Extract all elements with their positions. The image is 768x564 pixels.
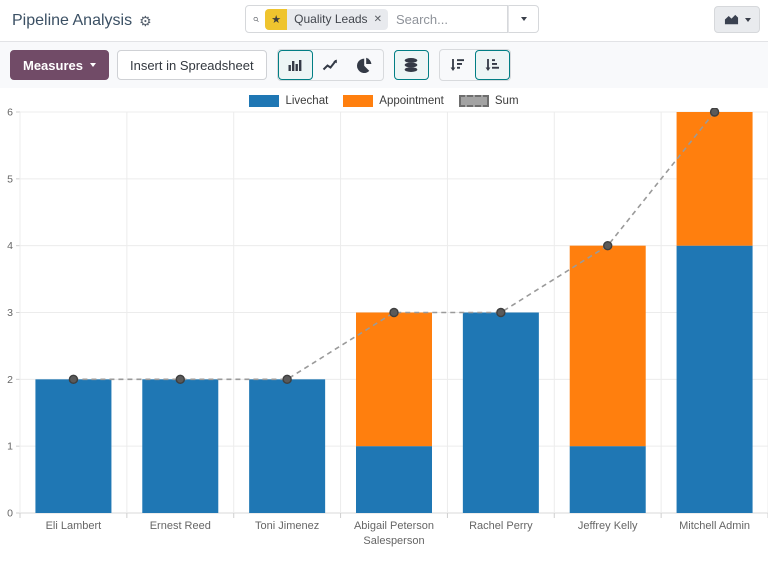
bar-chart-icon [288,60,302,71]
search-icon [253,16,259,22]
sum-marker[interactable] [709,108,720,117]
measures-button[interactable]: Measures [10,50,109,80]
x-category-label: Mitchell Admin [679,520,750,532]
chevron-down-icon [520,17,527,21]
sum-marker[interactable] [282,374,292,385]
pipeline-chart[interactable]: 0 1 2 3 4 5 6 Eli Lambert Ernest Reed Toni Jimene… [0,108,768,564]
search-dropdown-toggle[interactable] [508,5,539,33]
x-category-label: Rachel Perry [469,520,533,532]
facet-close-icon[interactable]: ✕ [373,13,382,25]
legend-item-appointment[interactable]: Appointment [343,94,444,107]
bar-segment[interactable] [35,379,112,513]
sum-marker[interactable] [389,307,399,318]
search-facet[interactable]: ★ Quality Leads ✕ [265,8,388,30]
insert-in-spreadsheet-button[interactable]: Insert in Spreadsheet [116,50,267,80]
pie-chart-icon [357,57,372,73]
x-category-label: Abigail Peterson [354,520,434,532]
legend-label: Appointment [379,94,444,107]
stack-icon [404,58,418,72]
view-switcher-button[interactable] [714,6,760,33]
title-area: Pipeline Analysis ⚙ [12,0,152,41]
bar-segment[interactable] [569,446,646,513]
sort-group [438,49,511,81]
sort-ascending-icon [485,59,500,71]
header: Pipeline Analysis ⚙ ★ Quality Leads ✕ [0,0,768,42]
y-tick-label: 1 [7,441,13,453]
chevron-down-icon [89,63,96,67]
measures-label: Measures [23,57,83,73]
line-chart-icon [322,59,337,71]
chart-section: Livechat Appointment Sum 0 1 2 3 4 5 6 Eli Lamb… [0,88,768,564]
legend-item-livechat[interactable]: Livechat [249,94,329,107]
search-input[interactable] [393,10,500,28]
star-icon: ★ [265,8,288,30]
y-tick-label: 3 [7,307,13,319]
sort-ascending-button[interactable] [474,50,510,80]
bar-segment[interactable] [142,379,219,513]
y-tick-label: 6 [7,108,13,119]
bar-segment[interactable] [249,379,326,513]
line-chart-button[interactable] [313,50,348,80]
sum-marker[interactable] [175,374,185,385]
stacked-toggle-button[interactable] [393,50,429,80]
bar-segment[interactable] [676,112,753,246]
insert-label: Insert in Spreadsheet [129,57,254,73]
x-axis-title: Salesperson [363,535,424,547]
search-input-area[interactable]: ★ Quality Leads ✕ [245,5,508,33]
y-tick-label: 2 [7,374,13,386]
legend-label: Livechat [285,94,329,107]
chart-legend: Livechat Appointment Sum [0,88,768,108]
sort-descending-button[interactable] [440,50,475,80]
pie-chart-button[interactable] [348,50,383,80]
facet-label: Quality Leads [294,12,368,26]
bar-segment[interactable] [569,245,646,447]
area-chart-icon [724,14,739,25]
sort-descending-icon [450,59,465,71]
chart-type-group [276,49,384,81]
x-category-label: Jeffrey Kelly [578,520,638,532]
gear-icon[interactable]: ⚙ [139,12,152,29]
bar-segment[interactable] [462,312,539,514]
x-category-label: Eli Lambert [46,520,102,532]
toolbar: Measures Insert in Spreadsheet [0,42,768,88]
bar-segment[interactable] [676,245,753,513]
legend-swatch-appointment [343,94,374,107]
search-bar: ★ Quality Leads ✕ [245,5,539,33]
bar-chart-button[interactable] [277,50,313,80]
sum-marker[interactable] [603,240,613,251]
bar-segment[interactable] [356,446,432,513]
x-category-label: Toni Jimenez [255,520,319,532]
page-title: Pipeline Analysis [12,11,133,29]
sum-marker[interactable] [68,374,79,385]
y-tick-label: 0 [7,508,13,520]
y-tick-label: 4 [7,240,13,252]
chevron-down-icon [745,17,751,22]
bar-segment[interactable] [356,312,432,447]
legend-label: Sum [494,94,519,107]
legend-item-sum[interactable]: Sum [458,94,519,107]
legend-swatch-livechat [249,94,280,107]
x-category-label: Ernest Reed [150,520,211,532]
y-tick-label: 5 [7,173,13,185]
legend-swatch-sum [458,94,489,107]
sum-marker[interactable] [496,307,506,318]
